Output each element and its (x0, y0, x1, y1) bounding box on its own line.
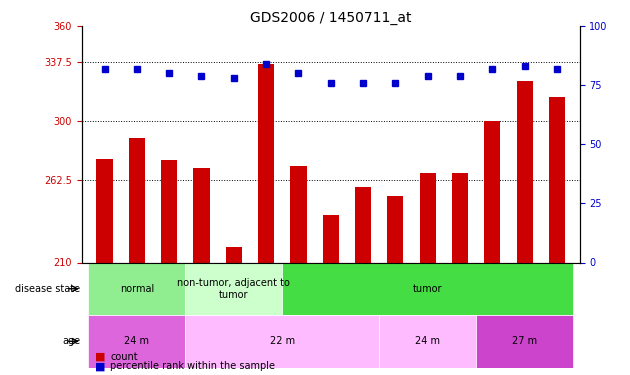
Bar (96, 159, 113, 262)
Text: 22 m: 22 m (270, 336, 295, 346)
Text: ■: ■ (94, 361, 105, 371)
FancyBboxPatch shape (185, 262, 282, 315)
FancyBboxPatch shape (88, 262, 185, 315)
Bar (323, 215, 339, 262)
Text: disease state: disease state (15, 284, 80, 294)
Bar (258, 64, 274, 262)
Bar (226, 247, 242, 262)
Text: age: age (62, 336, 80, 346)
FancyBboxPatch shape (185, 315, 379, 368)
Bar (355, 187, 371, 262)
Bar (420, 173, 436, 262)
Bar (387, 196, 403, 262)
Text: 27 m: 27 m (512, 336, 537, 346)
Text: 24 m: 24 m (124, 336, 149, 346)
Bar (290, 166, 307, 262)
Bar (517, 81, 533, 262)
Text: normal: normal (120, 284, 154, 294)
FancyBboxPatch shape (282, 262, 573, 315)
FancyBboxPatch shape (379, 315, 476, 368)
Text: count: count (110, 352, 138, 362)
Text: non-tumor, adjacent to
tumor: non-tumor, adjacent to tumor (178, 278, 290, 300)
Bar (161, 160, 177, 262)
Bar (129, 138, 145, 262)
Bar (452, 173, 468, 262)
Bar (549, 97, 565, 262)
Bar (484, 121, 500, 262)
Text: ■: ■ (94, 352, 105, 362)
FancyBboxPatch shape (88, 315, 185, 368)
FancyBboxPatch shape (476, 315, 573, 368)
Text: percentile rank within the sample: percentile rank within the sample (110, 361, 275, 371)
Text: tumor: tumor (413, 284, 442, 294)
Bar (193, 168, 210, 262)
Title: GDS2006 / 1450711_at: GDS2006 / 1450711_at (250, 11, 411, 25)
Text: 24 m: 24 m (415, 336, 440, 346)
